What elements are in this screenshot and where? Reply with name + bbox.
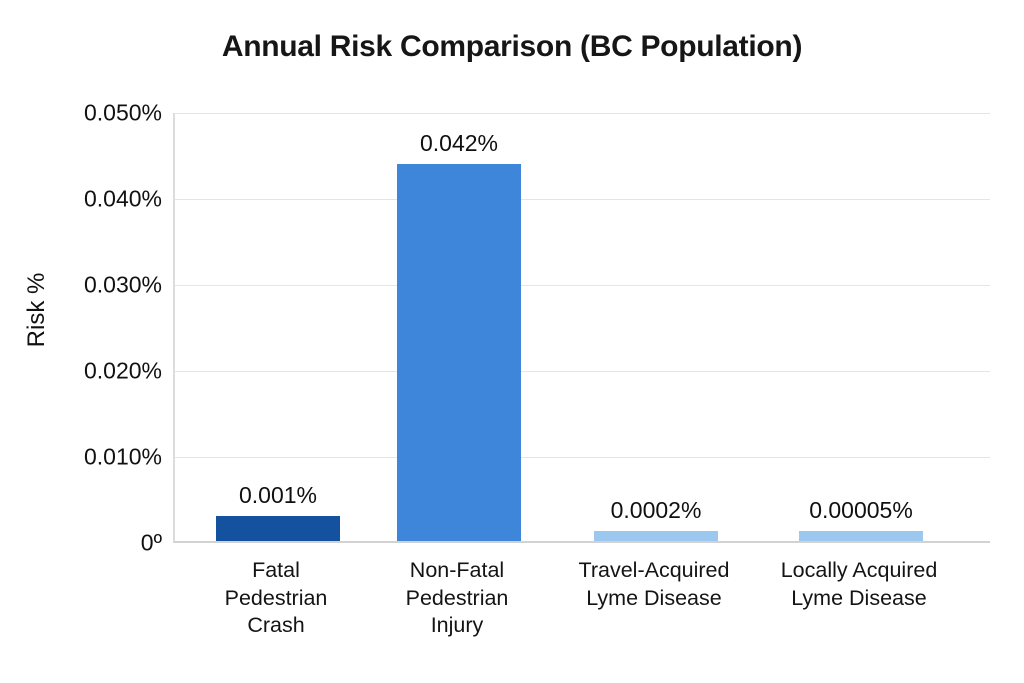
y-axis-tick-label: 0.040% <box>83 185 162 212</box>
y-axis-tick-label: 0.010% <box>83 443 162 470</box>
gridline <box>175 113 990 114</box>
chart-title: Annual Risk Comparison (BC Population) <box>221 30 803 63</box>
gridline <box>175 199 990 200</box>
bar-travel-acquired-lyme-disease: 0.0002% <box>594 497 718 541</box>
y-axis-tick-label: 0.030% <box>83 271 162 298</box>
x-axis-category-label: Locally Acquired Lyme Disease <box>780 558 938 610</box>
y-axis-tick-label: 0.020% <box>83 357 162 384</box>
y-axis-title: Risk % <box>23 272 50 348</box>
y-axis-tick-label: 0º <box>140 529 162 556</box>
bar-non-fatal-pedestrian-injury: 0.042% <box>397 130 521 541</box>
bar-value-label: 0.0002% <box>610 497 702 524</box>
x-axis-category-label: Travel-Acquired Lyme Disease <box>578 558 730 610</box>
x-axis-category-label: Non-Fatal Pedestrian Injury <box>405 558 509 637</box>
bar-fatal-pedestrian-crash: 0.001% <box>216 482 340 541</box>
y-axis-tick-label: 0.050% <box>83 99 162 126</box>
bar-value-label: 0.001% <box>238 482 318 509</box>
plot-area: 0.001% 0.042% 0.0002% 0.00005% <box>173 113 990 543</box>
x-axis-category-label: Fatal Pedestrian Crash <box>224 558 328 637</box>
bar-locally-acquired-lyme-disease: 0.00005% <box>799 497 923 541</box>
gridline <box>175 285 990 286</box>
gridline <box>175 371 990 372</box>
gridline <box>175 457 990 458</box>
bar-value-label: 0.00005% <box>809 497 913 524</box>
bar-value-label: 0.042% <box>419 129 499 156</box>
